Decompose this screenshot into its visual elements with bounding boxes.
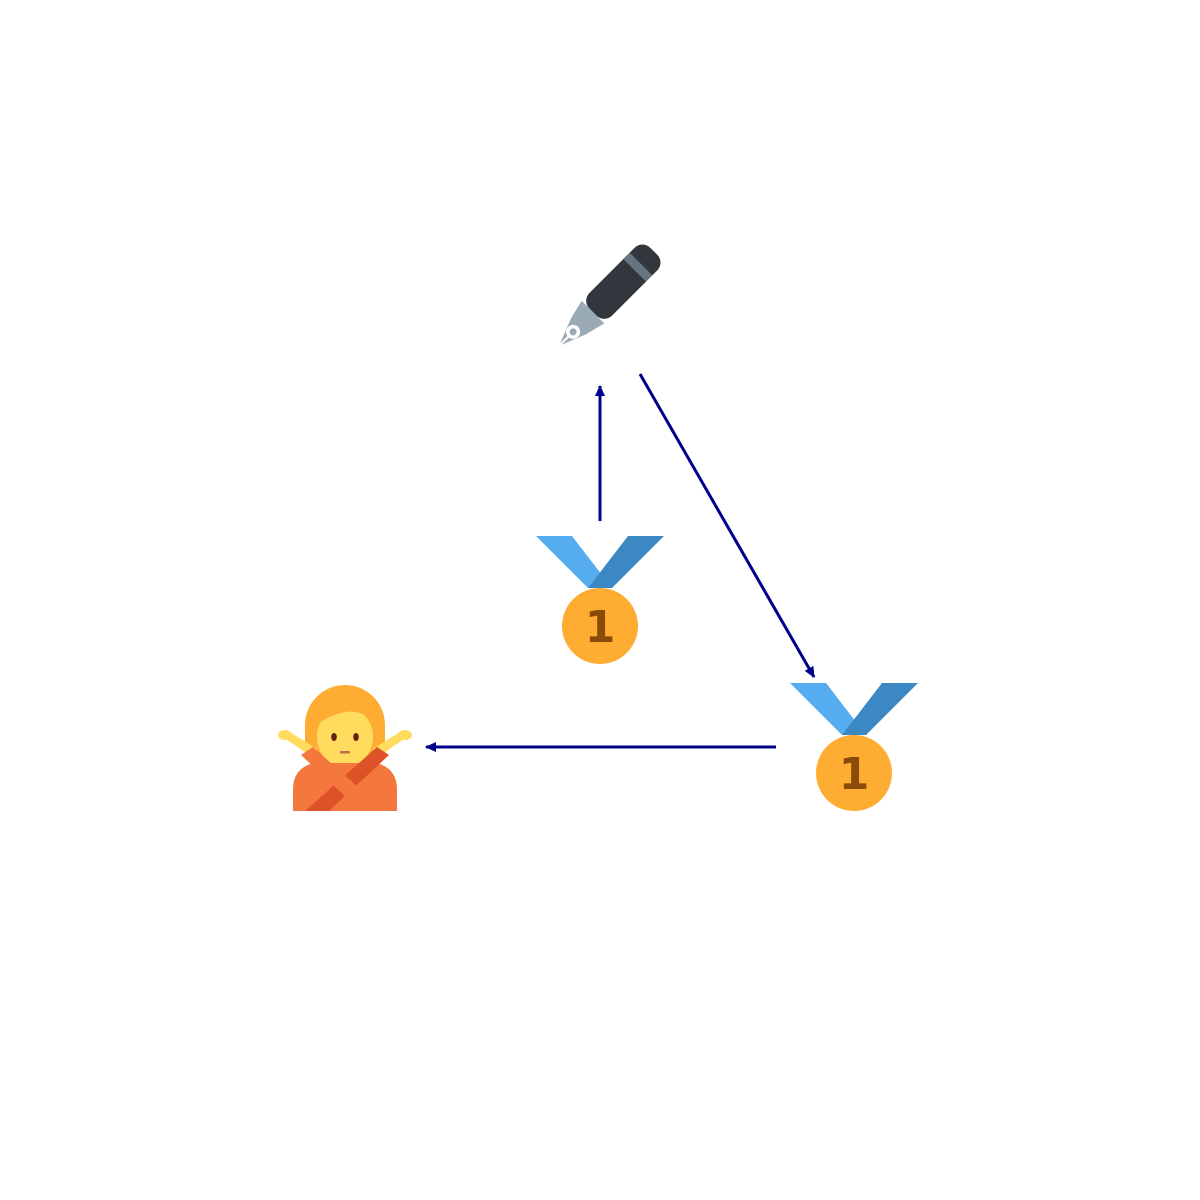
medal-rank-label: 1 xyxy=(839,749,870,800)
first-place-medal-icon: 1 xyxy=(536,536,664,664)
person-gesturing-no-icon xyxy=(278,685,412,811)
edge-pen-to-medal-right xyxy=(638,373,816,678)
fountain-pen-icon xyxy=(558,244,661,347)
edges-layer xyxy=(425,373,816,752)
first-place-medal-icon: 1 xyxy=(790,683,918,811)
medal-rank-label: 1 xyxy=(585,602,616,653)
